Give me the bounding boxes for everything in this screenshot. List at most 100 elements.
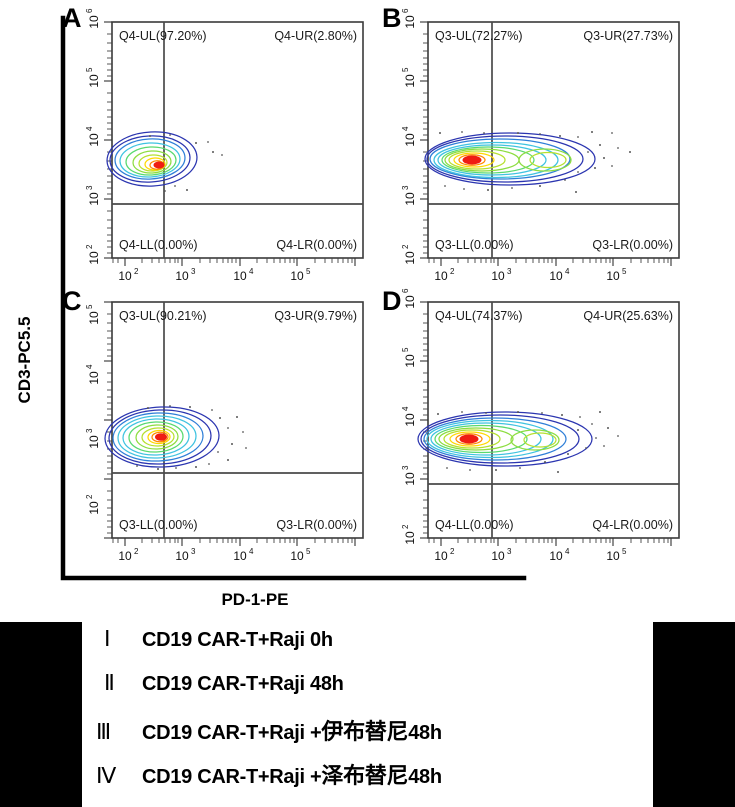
y-tick-exponent: 3 bbox=[401, 185, 410, 190]
panel-b-y-tick-labels: 10 6 10 5 10 4 10 3 10 2 bbox=[401, 8, 417, 265]
panel-c-letter: C bbox=[62, 286, 82, 316]
panel-a-x-tick-labels: 10 2 10 3 10 4 10 5 bbox=[118, 267, 311, 283]
y-tick-label: 10 bbox=[87, 311, 101, 325]
y-tick-exponent: 4 bbox=[401, 126, 410, 131]
x-axis-title: PD-1-PE bbox=[221, 590, 288, 609]
panel-d-density-contours bbox=[417, 411, 593, 467]
y-tick-label: 10 bbox=[87, 501, 101, 515]
panel-a-outlier-dots bbox=[149, 134, 223, 192]
panel-d-quad-ll: Q4-LL(0.00%) bbox=[435, 518, 514, 532]
y-axis-title: CD3-PC5.5 bbox=[15, 317, 34, 404]
y-tick-exponent: 4 bbox=[85, 364, 94, 369]
y-tick-exponent: 2 bbox=[401, 524, 410, 529]
x-tick-exponent: 4 bbox=[249, 547, 254, 556]
panel-b-y-ticks bbox=[420, 21, 428, 259]
panel-d-quad-ur: Q4-UR(25.63%) bbox=[583, 309, 673, 323]
x-tick-label: 10 bbox=[491, 269, 505, 283]
caption-row: Ⅰ CD19 CAR-T+Raji 0h bbox=[90, 626, 650, 670]
x-tick-exponent: 3 bbox=[191, 267, 196, 276]
x-tick-exponent: 5 bbox=[622, 547, 627, 556]
y-tick-label: 10 bbox=[403, 251, 417, 265]
y-tick-exponent: 3 bbox=[85, 428, 94, 433]
x-tick-exponent: 5 bbox=[306, 547, 311, 556]
y-tick-exponent: 6 bbox=[401, 288, 410, 293]
x-tick-exponent: 5 bbox=[622, 267, 627, 276]
panel-c-quad-ul: Q3-UL(90.21%) bbox=[119, 309, 207, 323]
x-tick-exponent: 2 bbox=[450, 547, 455, 556]
caption-text: CD19 CAR-T+Raji 0h bbox=[142, 629, 333, 651]
panel-b: B bbox=[382, 3, 680, 283]
x-tick-label: 10 bbox=[606, 549, 620, 563]
y-tick-label: 10 bbox=[403, 133, 417, 147]
caption-numeral: Ⅰ bbox=[104, 626, 111, 651]
y-tick-exponent: 5 bbox=[85, 67, 94, 72]
x-tick-exponent: 3 bbox=[507, 547, 512, 556]
y-tick-label: 10 bbox=[403, 192, 417, 206]
y-tick-label: 10 bbox=[403, 413, 417, 427]
x-tick-label: 10 bbox=[434, 269, 448, 283]
y-tick-label: 10 bbox=[87, 251, 101, 265]
panel-b-density-contours bbox=[424, 132, 596, 186]
x-tick-exponent: 4 bbox=[249, 267, 254, 276]
panel-b-quad-ur: Q3-UR(27.73%) bbox=[583, 29, 673, 43]
x-tick-label: 10 bbox=[434, 549, 448, 563]
panel-d-x-ticks bbox=[428, 538, 672, 546]
panel-c-density-contours bbox=[104, 406, 220, 468]
panel-c-x-ticks bbox=[112, 538, 356, 546]
panel-c-quad-lr: Q3-LR(0.00%) bbox=[276, 518, 357, 532]
x-tick-exponent: 2 bbox=[134, 267, 139, 276]
panel-d: D bbox=[382, 286, 680, 563]
x-tick-label: 10 bbox=[290, 269, 304, 283]
y-tick-exponent: 2 bbox=[85, 494, 94, 499]
right-black-bar bbox=[653, 622, 735, 807]
panel-b-plot-frame bbox=[427, 21, 680, 259]
caption-list: Ⅰ CD19 CAR-T+Raji 0h Ⅱ CD19 CAR-T+Raji 4… bbox=[90, 626, 650, 802]
panel-c-y-tick-labels: 10 5 10 4 10 3 10 2 bbox=[85, 304, 101, 515]
y-tick-label: 10 bbox=[87, 133, 101, 147]
x-tick-exponent: 4 bbox=[565, 267, 570, 276]
x-tick-label: 10 bbox=[549, 269, 563, 283]
panel-b-quad-lr: Q3-LR(0.00%) bbox=[592, 238, 673, 252]
panel-a-plot-frame bbox=[111, 21, 364, 259]
y-tick-label: 10 bbox=[87, 192, 101, 206]
y-tick-label: 10 bbox=[87, 435, 101, 449]
panel-c-y-ticks bbox=[104, 301, 112, 539]
x-tick-exponent: 3 bbox=[191, 547, 196, 556]
y-tick-exponent: 5 bbox=[401, 347, 410, 352]
panel-d-x-tick-labels: 10 2 10 3 10 4 10 5 bbox=[434, 547, 627, 563]
y-tick-exponent: 3 bbox=[401, 465, 410, 470]
y-tick-label: 10 bbox=[87, 371, 101, 385]
y-tick-exponent: 2 bbox=[85, 244, 94, 249]
panel-d-y-ticks bbox=[420, 301, 428, 539]
caption-row: Ⅲ CD19 CAR-T+Raji + 伊布替尼 48h bbox=[90, 714, 650, 758]
x-tick-exponent: 2 bbox=[450, 267, 455, 276]
y-tick-label: 10 bbox=[403, 354, 417, 368]
panel-c: C bbox=[62, 286, 364, 563]
caption-numeral: Ⅲ bbox=[96, 719, 112, 744]
caption-numeral: Ⅳ bbox=[96, 763, 117, 788]
panel-c-quad-ll: Q3-LL(0.00%) bbox=[119, 518, 198, 532]
panel-b-outlier-dots bbox=[439, 131, 631, 193]
y-tick-exponent: 6 bbox=[401, 8, 410, 13]
x-tick-label: 10 bbox=[549, 549, 563, 563]
caption-text-tail: 48h bbox=[408, 722, 442, 744]
x-tick-label: 10 bbox=[290, 549, 304, 563]
caption-text: CD19 CAR-T+Raji 48h bbox=[142, 673, 344, 695]
y-tick-label: 10 bbox=[403, 74, 417, 88]
panel-a: A bbox=[62, 3, 364, 283]
panel-b-letter: B bbox=[382, 3, 402, 33]
x-tick-exponent: 4 bbox=[565, 547, 570, 556]
panel-a-quad-ul: Q4-UL(97.20%) bbox=[119, 29, 207, 43]
x-tick-exponent: 5 bbox=[306, 267, 311, 276]
y-tick-label: 10 bbox=[403, 531, 417, 545]
y-tick-exponent: 5 bbox=[85, 304, 94, 309]
caption-text-cn: 伊布替尼 bbox=[321, 720, 409, 745]
panel-a-y-tick-labels: 10 6 10 5 10 4 10 3 10 2 bbox=[85, 8, 101, 265]
x-tick-label: 10 bbox=[118, 269, 132, 283]
y-tick-label: 10 bbox=[403, 15, 417, 29]
caption-text: CD19 CAR-T+Raji + bbox=[142, 766, 322, 788]
panel-d-letter: D bbox=[382, 286, 402, 316]
caption-row: Ⅱ CD19 CAR-T+Raji 48h bbox=[90, 670, 650, 714]
x-tick-label: 10 bbox=[175, 269, 189, 283]
x-tick-label: 10 bbox=[175, 549, 189, 563]
